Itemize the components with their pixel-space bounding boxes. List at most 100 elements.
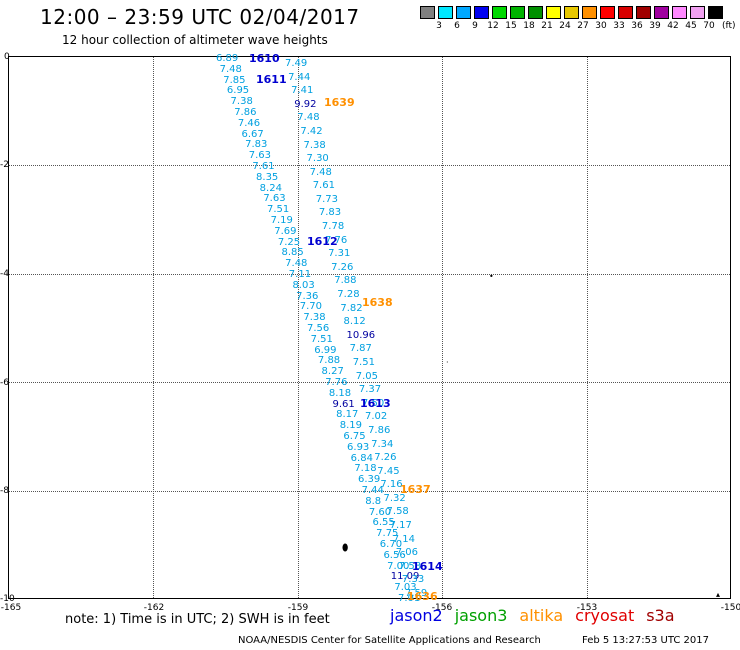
wave-height-value: 8.18 bbox=[328, 387, 352, 399]
satellite-legend-item: cryosat bbox=[575, 606, 635, 625]
wave-height-value: 7.00 bbox=[387, 560, 410, 572]
wave-height-value: 7.58 bbox=[398, 560, 422, 572]
satellite-legend-item: jason3 bbox=[454, 606, 508, 625]
wave-height-value: 6.95 bbox=[226, 85, 250, 97]
y-axis-tick-label: -2 bbox=[0, 160, 9, 170]
wave-height-value: 7.76 bbox=[325, 377, 348, 388]
legend-swatch-label: 9 bbox=[472, 21, 478, 31]
wave-height-value: 7.26 bbox=[331, 261, 354, 273]
y-axis-tick-label: -4 bbox=[0, 269, 9, 279]
wave-height-value: 7.11 bbox=[288, 269, 312, 280]
wave-height-value: 8.8 bbox=[365, 495, 382, 507]
wave-height-value: 7.37 bbox=[358, 384, 382, 396]
wave-height-value: 7.25 bbox=[277, 236, 301, 248]
wave-height-value: 7.83 bbox=[318, 207, 342, 219]
wave-height-value: 6.89 bbox=[216, 53, 239, 64]
legend-swatch-label: 18 bbox=[523, 21, 535, 31]
x-axis-tick-label: -153 bbox=[576, 603, 598, 613]
wave-height-value: 7.70 bbox=[299, 301, 322, 313]
footnote: note: 1) Time is in UTC; 2) SWH is in fe… bbox=[65, 612, 330, 627]
wave-height-value: 7.60 bbox=[368, 506, 392, 518]
legend-swatch bbox=[654, 6, 669, 19]
wave-height-value: 7.56 bbox=[307, 323, 330, 334]
orbit-label: 1611 bbox=[256, 73, 287, 86]
wave-height-value: 6.99 bbox=[314, 344, 337, 356]
orbit-label: 1636 bbox=[407, 590, 438, 603]
wave-height-value: 7.85 bbox=[223, 74, 246, 86]
island-marker: • bbox=[489, 272, 494, 281]
wave-height-value: 7.50 bbox=[361, 397, 385, 409]
legend-swatch bbox=[708, 6, 723, 19]
legend-swatch-label: 30 bbox=[595, 21, 607, 31]
wave-height-value: 7.87 bbox=[349, 343, 372, 355]
legend-swatch bbox=[600, 6, 615, 19]
orbit-label: 1639 bbox=[324, 96, 355, 109]
legend-swatch-label: 15 bbox=[505, 21, 517, 31]
wave-height-value: 7.30 bbox=[306, 153, 329, 165]
wave-height-value: 7.78 bbox=[321, 221, 345, 233]
wave-height-value: 6.75 bbox=[343, 431, 366, 442]
wave-height-value: 6.70 bbox=[379, 539, 403, 550]
orbit-label: 1637 bbox=[400, 483, 431, 496]
wave-height-value: 7.06 bbox=[395, 547, 419, 559]
wave-height-value: 7.63 bbox=[248, 150, 272, 162]
wave-height-value: 6.93 bbox=[347, 441, 370, 453]
wave-height-value: 7.05 bbox=[355, 370, 379, 382]
wave-height-value: 7.73 bbox=[315, 193, 339, 205]
wave-height-value: 7.34 bbox=[371, 438, 394, 450]
wave-height-value: 7.61 bbox=[312, 180, 335, 192]
wave-height-value: 7.48 bbox=[285, 258, 308, 270]
wave-height-value: 7.44 bbox=[288, 71, 311, 83]
wave-height-value: 7.46 bbox=[237, 117, 261, 129]
legend-swatch bbox=[564, 6, 579, 19]
wave-height-value: 7.76 bbox=[325, 234, 348, 246]
y-axis-tick-label: -8 bbox=[0, 486, 9, 496]
y-axis-tick-label: -10 bbox=[0, 594, 15, 604]
wave-height-value: 8.12 bbox=[343, 316, 366, 328]
legend-swatch bbox=[420, 6, 435, 19]
wave-height-value: 7.51 bbox=[352, 356, 375, 368]
map-subtitle: 12 hour collection of altimeter wave hei… bbox=[62, 33, 328, 47]
wave-height-value: 7.01 bbox=[398, 593, 421, 604]
wave-height-value: 7.38 bbox=[230, 96, 253, 108]
legend-swatch-label: 33 bbox=[613, 21, 625, 31]
legend-swatch bbox=[672, 6, 687, 19]
x-axis-tick-label: -162 bbox=[143, 603, 165, 613]
orbit-label: 1613 bbox=[360, 397, 391, 410]
wave-height-value: 7.45 bbox=[377, 465, 400, 477]
grid-line-vertical bbox=[298, 57, 299, 598]
wave-height-value: 6.55 bbox=[372, 517, 395, 529]
wave-height-value: 8.27 bbox=[321, 366, 344, 378]
legend-swatch-label: 24 bbox=[559, 21, 571, 31]
legend-swatch-label: 12 bbox=[487, 21, 499, 31]
wave-height-value: 7.41 bbox=[291, 85, 314, 97]
legend-swatch bbox=[474, 6, 489, 19]
wave-height-value: 10.96 bbox=[346, 329, 376, 341]
legend-swatch-label: 6 bbox=[454, 21, 460, 31]
legend-swatch-label: 42 bbox=[667, 21, 679, 31]
credit-line: NOAA/NESDIS Center for Satellite Applica… bbox=[238, 635, 541, 646]
island-marker: · bbox=[446, 358, 449, 367]
legend-swatch-label: 3 bbox=[436, 21, 442, 31]
legend-swatch-label: 27 bbox=[577, 21, 589, 31]
legend-swatch bbox=[510, 6, 525, 19]
wave-height-value: 7.03 bbox=[394, 582, 417, 594]
wave-height-value: 7.69 bbox=[274, 225, 297, 237]
wave-height-value: 7.31 bbox=[328, 248, 351, 260]
wave-height-value: 7.75 bbox=[376, 528, 399, 540]
y-axis-tick-label: -6 bbox=[0, 378, 9, 388]
wave-height-value: 7.16 bbox=[380, 479, 403, 491]
y-axis-tick-label: 0 bbox=[4, 52, 10, 62]
wave-height-value: 7.44 bbox=[361, 485, 384, 496]
wave-height-value: 7.42 bbox=[300, 125, 323, 137]
wave-height-value: 7.48 bbox=[309, 166, 332, 178]
legend-swatch bbox=[618, 6, 633, 19]
wave-height-value: 7.88 bbox=[334, 275, 357, 287]
x-axis-tick-label: -156 bbox=[431, 603, 453, 613]
wave-height-value: 11.09 bbox=[390, 571, 420, 583]
wave-height-value: 8.17 bbox=[336, 409, 359, 421]
satellite-legend: jason2 jason3 altika cryosat s3a bbox=[390, 606, 687, 625]
wave-height-value: 6.39 bbox=[357, 474, 381, 486]
wave-height-value: 8.85 bbox=[281, 247, 304, 259]
